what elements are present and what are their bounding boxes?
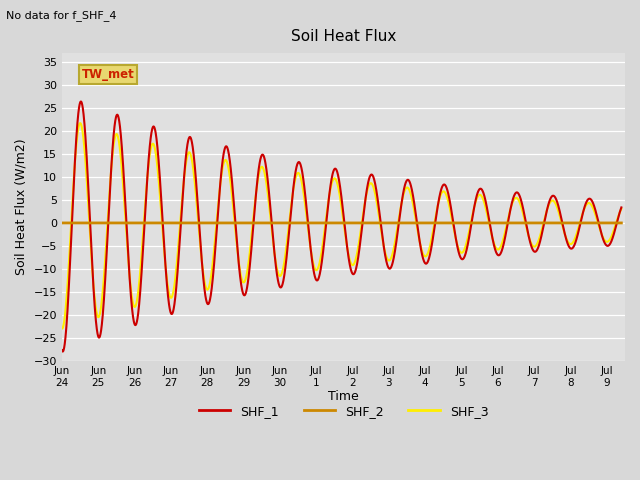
Legend: SHF_1, SHF_2, SHF_3: SHF_1, SHF_2, SHF_3: [194, 400, 493, 423]
Text: No data for f_SHF_4: No data for f_SHF_4: [6, 10, 117, 21]
Text: TW_met: TW_met: [82, 68, 134, 81]
X-axis label: Time: Time: [328, 390, 359, 403]
Y-axis label: Soil Heat Flux (W/m2): Soil Heat Flux (W/m2): [15, 139, 28, 275]
Title: Soil Heat Flux: Soil Heat Flux: [291, 29, 396, 44]
